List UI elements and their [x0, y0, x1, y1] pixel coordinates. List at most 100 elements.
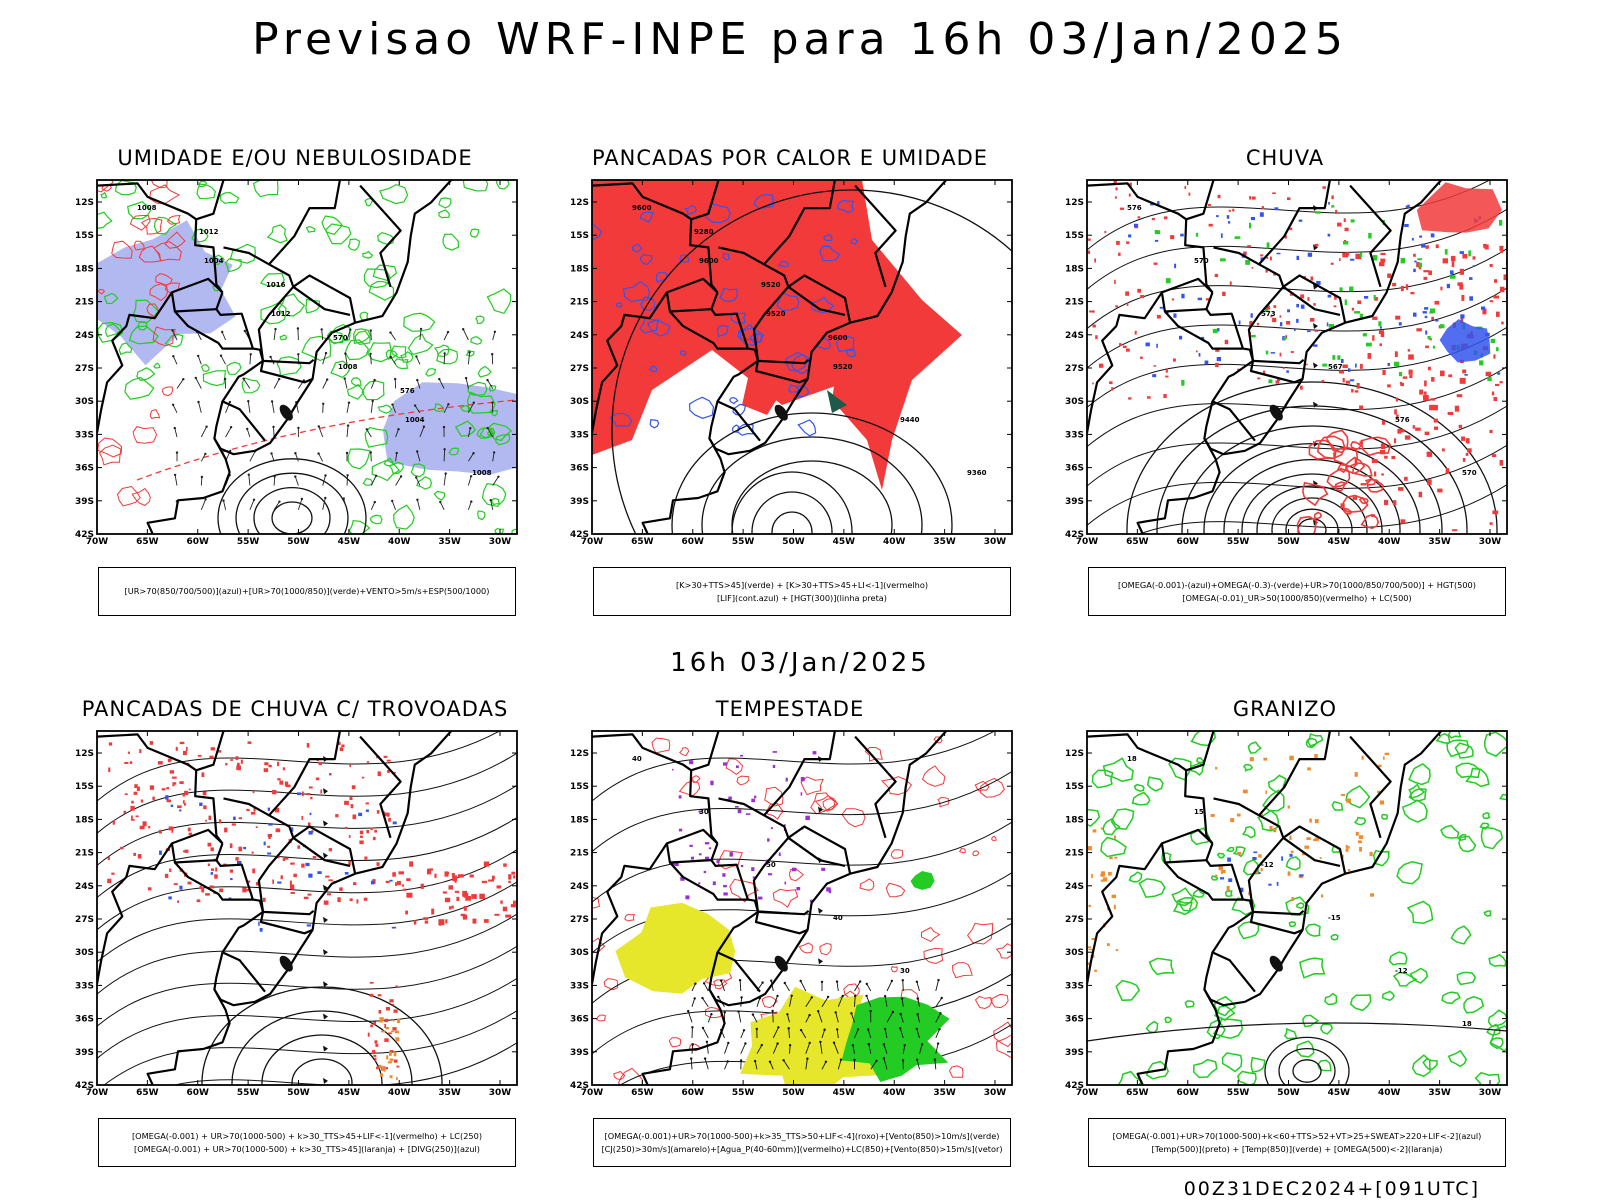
wind-vector [225, 426, 232, 438]
wind-vector [752, 1014, 758, 1023]
border-line [689, 731, 720, 845]
convective-cell [196, 899, 201, 903]
convective-cell [277, 761, 280, 767]
lat-tick-label: 21S [75, 849, 94, 859]
omega-500-cell [1087, 946, 1092, 948]
convective-cell [349, 796, 353, 800]
thickness-contour [97, 180, 114, 193]
omega-cell [1245, 260, 1250, 265]
rain-cell [1493, 354, 1496, 359]
pressure-contour [271, 501, 313, 534]
precipitable-water-contour [974, 995, 992, 1010]
lat-tick-label: 36S [1065, 1015, 1084, 1025]
convective-cell [351, 785, 356, 790]
omega-500-cell [1269, 825, 1273, 830]
convective-cell [301, 791, 304, 797]
convective-cell [188, 832, 192, 836]
omega-cell [1368, 232, 1372, 239]
wind-vector [468, 452, 474, 462]
hail-cell [1253, 851, 1258, 854]
convective-cell [373, 1055, 377, 1057]
storm-cell [722, 873, 726, 877]
wind-vector [200, 476, 203, 486]
rain-cell [1115, 305, 1118, 308]
temperature-850-contour [1488, 953, 1507, 967]
omega-cell [1459, 251, 1464, 254]
rain-cell [1467, 448, 1472, 453]
map-pancadas-calor: 96009600952095209440936092809520960012S1… [570, 179, 1013, 547]
lon-tick-label: 65W [1126, 1088, 1149, 1098]
humidity-contour [277, 293, 306, 317]
wind-vector-head [228, 400, 232, 404]
rain-cell [1461, 436, 1466, 441]
convective-cell [166, 787, 169, 790]
humidity-contour [191, 228, 209, 243]
border-line [257, 837, 315, 916]
lat-tick-label: 27S [1065, 915, 1084, 925]
lifted-index-contour [646, 320, 671, 337]
wind-vector [467, 501, 472, 510]
humidity-contour [153, 362, 161, 369]
convective-cell [290, 892, 295, 894]
convective-cell [370, 1024, 373, 1028]
wind-vector-head [799, 979, 802, 983]
lon-tick-label: 60W [682, 1088, 705, 1098]
border-line [259, 360, 314, 384]
convective-cell [392, 872, 396, 877]
humidity-contour [137, 320, 148, 331]
rain-cell [1472, 256, 1476, 260]
humidity-contour [495, 180, 510, 190]
temperature-850-contour [1299, 957, 1326, 979]
rain-cell [1454, 405, 1460, 412]
wind-vector-head [867, 1043, 870, 1046]
rain-contour [1342, 507, 1353, 515]
convective-cell [361, 776, 365, 779]
temperature-850-contour [1192, 1058, 1218, 1079]
rain-cell [1224, 339, 1229, 345]
rain-cell [1092, 324, 1096, 328]
wind-vector-head [173, 426, 176, 430]
streamline-arrow [323, 852, 328, 859]
precipitable-water-contour [995, 943, 1012, 959]
wind-vector [391, 500, 397, 510]
temperature-850-contour [1115, 979, 1141, 1002]
omega-500-cell [1263, 757, 1268, 761]
wind-vector-head [936, 1042, 940, 1045]
border-line [223, 246, 351, 316]
humidity-contour [321, 215, 343, 235]
wind-vector [867, 1029, 872, 1039]
humidity-contour [305, 298, 321, 314]
divergence-cell [168, 896, 172, 900]
omega-500-cell [1091, 938, 1096, 940]
omega-cell [1360, 252, 1363, 258]
rain-cell [1405, 284, 1409, 290]
rain-cell [1290, 351, 1294, 353]
lagoon [279, 955, 293, 972]
rain-cell [1310, 318, 1315, 322]
streamline-arrow [323, 1077, 328, 1084]
rain-cell [1437, 488, 1443, 493]
convective-cell-orange [379, 1017, 384, 1022]
omega-500-cell [1354, 772, 1358, 777]
humidity-contour [379, 183, 409, 205]
convective-cell [434, 873, 437, 878]
rain-cell [1448, 374, 1453, 378]
streamline-arrow [1313, 323, 1318, 329]
lon-tick-label: 60W [187, 1088, 210, 1098]
border-line [1258, 731, 1331, 817]
precipitable-water-contour [859, 878, 875, 891]
wind-vector-head [691, 1043, 694, 1046]
convective-cell [396, 1065, 400, 1068]
convective-area-south [742, 360, 792, 415]
precipitable-water-contour [679, 747, 690, 757]
wind-vector-head [469, 475, 473, 478]
wind-vector-head [737, 1010, 740, 1013]
rain-cell [1165, 368, 1168, 373]
convective-cell [427, 868, 432, 875]
rain-cell [1413, 253, 1416, 257]
omega-500-cell [1347, 869, 1351, 871]
rain-cell [1380, 443, 1386, 449]
convective-cell-orange [395, 1037, 400, 1042]
wind-vector-head [710, 1013, 713, 1016]
temperature-850-contour [1487, 1009, 1507, 1028]
